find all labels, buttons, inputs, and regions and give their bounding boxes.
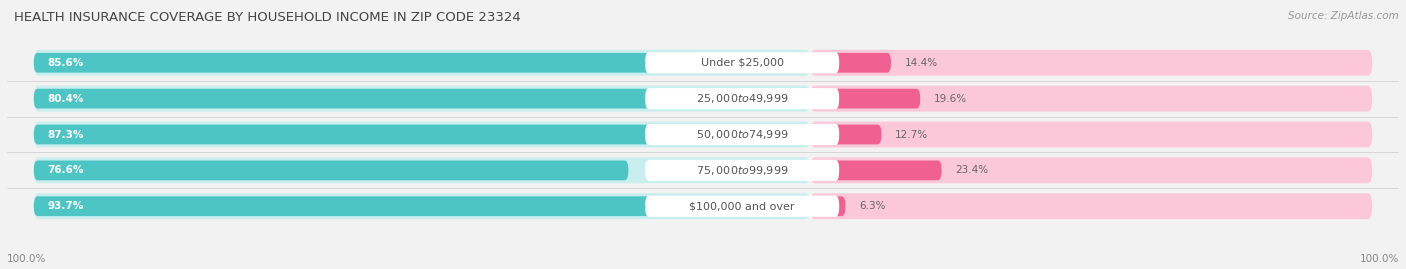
Text: 93.7%: 93.7%: [48, 201, 83, 211]
Text: 12.7%: 12.7%: [894, 129, 928, 140]
Text: 100.0%: 100.0%: [7, 254, 46, 264]
FancyBboxPatch shape: [34, 193, 810, 219]
FancyBboxPatch shape: [810, 86, 1372, 112]
Text: 14.4%: 14.4%: [904, 58, 938, 68]
Text: Under $25,000: Under $25,000: [700, 58, 783, 68]
FancyBboxPatch shape: [34, 122, 810, 147]
FancyBboxPatch shape: [810, 157, 1372, 183]
Text: 100.0%: 100.0%: [1360, 254, 1399, 264]
FancyBboxPatch shape: [645, 52, 839, 73]
FancyBboxPatch shape: [810, 125, 882, 144]
Text: 80.4%: 80.4%: [48, 94, 83, 104]
Text: HEALTH INSURANCE COVERAGE BY HOUSEHOLD INCOME IN ZIP CODE 23324: HEALTH INSURANCE COVERAGE BY HOUSEHOLD I…: [14, 11, 520, 24]
Text: 76.6%: 76.6%: [48, 165, 83, 175]
FancyBboxPatch shape: [34, 89, 658, 108]
FancyBboxPatch shape: [810, 50, 1372, 76]
Text: $50,000 to $74,999: $50,000 to $74,999: [696, 128, 789, 141]
Text: $100,000 and over: $100,000 and over: [689, 201, 794, 211]
FancyBboxPatch shape: [34, 53, 699, 73]
Text: 6.3%: 6.3%: [859, 201, 886, 211]
FancyBboxPatch shape: [810, 122, 1372, 147]
FancyBboxPatch shape: [645, 124, 839, 145]
Text: 85.6%: 85.6%: [48, 58, 83, 68]
FancyBboxPatch shape: [645, 88, 839, 109]
Text: 87.3%: 87.3%: [48, 129, 83, 140]
FancyBboxPatch shape: [810, 193, 1372, 219]
FancyBboxPatch shape: [810, 196, 845, 216]
FancyBboxPatch shape: [34, 196, 761, 216]
FancyBboxPatch shape: [34, 125, 711, 144]
FancyBboxPatch shape: [810, 53, 891, 73]
FancyBboxPatch shape: [34, 86, 810, 112]
FancyBboxPatch shape: [645, 196, 839, 217]
FancyBboxPatch shape: [645, 160, 839, 181]
Text: 19.6%: 19.6%: [934, 94, 967, 104]
Text: $75,000 to $99,999: $75,000 to $99,999: [696, 164, 789, 177]
FancyBboxPatch shape: [34, 161, 628, 180]
Text: 23.4%: 23.4%: [955, 165, 988, 175]
FancyBboxPatch shape: [34, 157, 810, 183]
Text: $25,000 to $49,999: $25,000 to $49,999: [696, 92, 789, 105]
FancyBboxPatch shape: [810, 161, 942, 180]
FancyBboxPatch shape: [34, 50, 810, 76]
Text: Source: ZipAtlas.com: Source: ZipAtlas.com: [1288, 11, 1399, 21]
FancyBboxPatch shape: [810, 89, 921, 108]
